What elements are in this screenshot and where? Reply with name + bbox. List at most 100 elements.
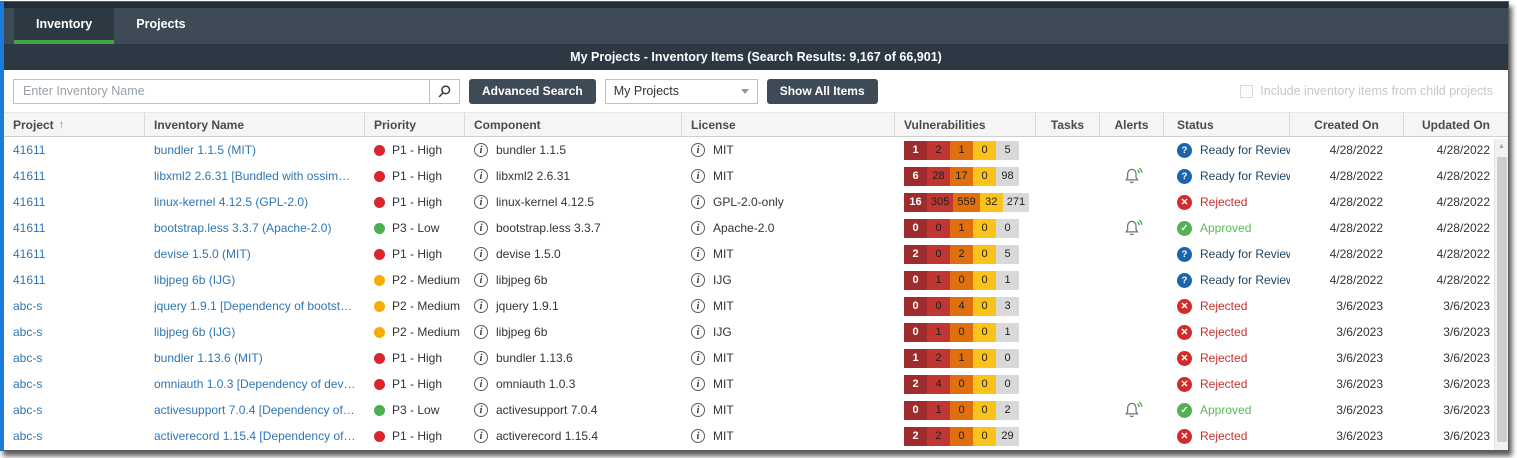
vulnerability-count[interactable]: 0: [973, 348, 996, 368]
info-icon[interactable]: i: [691, 299, 705, 313]
column-header-license[interactable]: License: [682, 113, 895, 136]
table-row[interactable]: 41611 linux-kernel 4.12.5 (GPL-2.0) P1 - H…: [4, 189, 1508, 215]
vulnerability-count[interactable]: 16: [904, 192, 927, 212]
inventory-name-link[interactable]: omniauth 1.0.3 [Dependency of devise 1.5…: [154, 377, 356, 391]
info-icon[interactable]: i: [474, 273, 488, 287]
tab-inventory[interactable]: Inventory: [14, 8, 115, 44]
inventory-name-link[interactable]: bootstrap.less 3.3.7 (Apache-2.0): [154, 221, 332, 235]
vulnerability-count[interactable]: 271: [1002, 192, 1030, 212]
info-icon[interactable]: i: [474, 247, 488, 261]
column-header-priority[interactable]: Priority: [365, 113, 465, 136]
table-row[interactable]: abc-s omniauth 1.0.3 [Dependency of devis…: [4, 371, 1508, 397]
vulnerability-count[interactable]: 0: [950, 270, 973, 290]
vulnerability-count[interactable]: 1: [996, 270, 1019, 290]
table-row[interactable]: 41611 devise 1.5.0 (MIT) P1 - High i devise …: [4, 241, 1508, 267]
vulnerability-count[interactable]: 6: [904, 166, 927, 186]
vulnerability-count[interactable]: 0: [973, 296, 996, 316]
inventory-name-link[interactable]: jquery 1.9.1 [Dependency of bootstrap.le…: [154, 299, 356, 313]
column-header-project[interactable]: Project ↑: [4, 113, 145, 136]
project-link[interactable]: abc-s: [13, 325, 43, 339]
vulnerability-count[interactable]: 305: [927, 192, 954, 212]
table-row[interactable]: abc-s activerecord 1.15.4 [Dependency of …: [4, 423, 1508, 449]
info-icon[interactable]: i: [691, 247, 705, 261]
show-all-items-button[interactable]: Show All Items: [766, 78, 878, 104]
scrollbar-up-arrow-icon[interactable]: ▲: [1498, 142, 1505, 150]
vulnerability-count[interactable]: 559: [953, 192, 980, 212]
vulnerability-count[interactable]: 0: [973, 322, 996, 342]
table-row[interactable]: 41611 libxml2 2.6.31 [Bundled with ossima…: [4, 163, 1508, 189]
info-icon[interactable]: i: [474, 325, 488, 339]
vulnerability-count[interactable]: 1: [950, 348, 973, 368]
vulnerability-count[interactable]: 2: [927, 140, 950, 160]
vulnerability-count[interactable]: 0: [973, 400, 996, 420]
info-icon[interactable]: i: [474, 221, 488, 235]
inventory-name-link[interactable]: activesupport 7.0.4 [Dependency of paper…: [154, 403, 356, 417]
vulnerability-count[interactable]: 0: [996, 218, 1019, 238]
project-link[interactable]: 41611: [13, 169, 46, 183]
info-icon[interactable]: i: [691, 351, 705, 365]
info-icon[interactable]: i: [691, 377, 705, 391]
vulnerability-count[interactable]: 3: [996, 296, 1019, 316]
inventory-name-link[interactable]: bundler 1.1.5 (MIT): [154, 143, 257, 157]
inventory-name-link[interactable]: libjpeg 6b (IJG): [154, 273, 236, 287]
vulnerability-count[interactable]: 98: [996, 166, 1019, 186]
vulnerability-bar[interactable]: 2 2 0 0 29: [904, 426, 1019, 446]
column-header-updated-on[interactable]: Updated On: [1422, 117, 1490, 132]
column-header-component[interactable]: Component: [465, 113, 682, 136]
inventory-name-link[interactable]: activerecord 1.15.4 [Dependency of rails…: [154, 429, 356, 443]
column-header-created-on[interactable]: Created On: [1290, 113, 1404, 136]
vulnerability-count[interactable]: 0: [996, 348, 1019, 368]
table-row[interactable]: abc-s libjpeg 6b (IJG) P2 - Medium i libjpeg…: [4, 319, 1508, 345]
vulnerability-count[interactable]: 1: [927, 400, 950, 420]
vulnerability-count[interactable]: 0: [927, 244, 950, 264]
info-icon[interactable]: i: [474, 429, 488, 443]
project-link[interactable]: 41611: [13, 143, 46, 157]
vulnerability-count[interactable]: 0: [996, 374, 1019, 394]
search-input[interactable]: [14, 79, 429, 103]
project-link[interactable]: 41611: [13, 247, 46, 261]
inventory-name-link[interactable]: libxml2 2.6.31 [Bundled with ossimage 7.…: [154, 169, 356, 183]
vulnerability-count[interactable]: 0: [950, 400, 973, 420]
vulnerability-count[interactable]: 32: [979, 192, 1003, 212]
project-link[interactable]: 41611: [13, 273, 46, 287]
vulnerability-count[interactable]: 2: [904, 374, 927, 394]
vulnerability-count[interactable]: 1: [996, 322, 1019, 342]
vulnerability-count[interactable]: 2: [927, 348, 950, 368]
vulnerability-count[interactable]: 0: [973, 270, 996, 290]
vulnerability-count[interactable]: 4: [950, 296, 973, 316]
table-row[interactable]: abc-s activesupport 7.0.4 [Dependency of …: [4, 397, 1508, 423]
vulnerability-count[interactable]: 17: [950, 166, 973, 186]
vulnerability-count[interactable]: 1: [950, 140, 973, 160]
project-scope-select[interactable]: My Projects: [604, 78, 758, 104]
vulnerability-count[interactable]: 2: [904, 426, 927, 446]
vulnerability-count[interactable]: 0: [973, 244, 996, 264]
vulnerability-count[interactable]: 1: [927, 270, 950, 290]
info-icon[interactable]: i: [474, 351, 488, 365]
project-link[interactable]: 41611: [13, 221, 46, 235]
info-icon[interactable]: i: [474, 195, 488, 209]
vulnerability-count[interactable]: 29: [996, 426, 1019, 446]
search-button[interactable]: [429, 79, 459, 103]
info-icon[interactable]: i: [691, 273, 705, 287]
info-icon[interactable]: i: [474, 403, 488, 417]
project-link[interactable]: 41611: [13, 195, 46, 209]
vulnerability-count[interactable]: 0: [973, 374, 996, 394]
vulnerability-count[interactable]: 2: [996, 400, 1019, 420]
info-icon[interactable]: i: [691, 403, 705, 417]
vulnerability-count[interactable]: 2: [950, 244, 973, 264]
vertical-scrollbar[interactable]: ▲: [1494, 139, 1508, 450]
vulnerability-count[interactable]: 0: [950, 322, 973, 342]
project-link[interactable]: abc-s: [13, 299, 43, 313]
vulnerability-count[interactable]: 2: [904, 244, 927, 264]
vulnerability-count[interactable]: 0: [973, 426, 996, 446]
vulnerability-count[interactable]: 1: [927, 322, 950, 342]
info-icon[interactable]: i: [691, 429, 705, 443]
table-row[interactable]: abc-s bundler 1.13.6 (MIT) P1 - High i bundl…: [4, 345, 1508, 371]
vulnerability-count[interactable]: 2: [927, 426, 950, 446]
vulnerability-count[interactable]: 1: [904, 348, 927, 368]
